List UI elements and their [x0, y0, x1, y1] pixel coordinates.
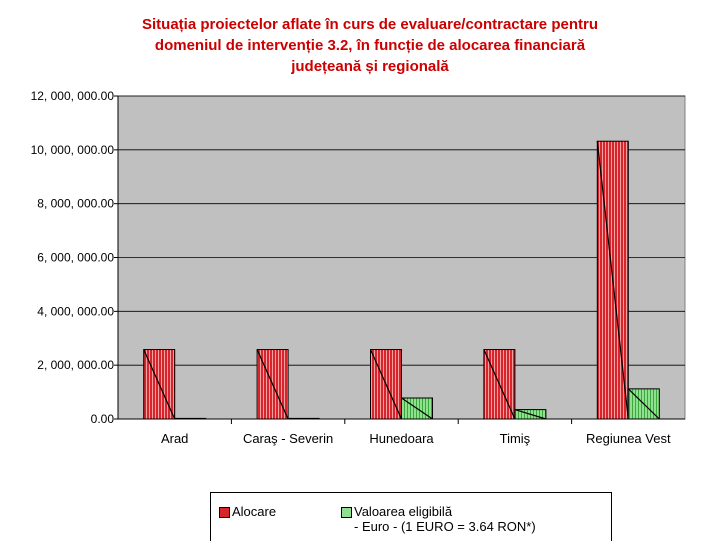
- y-tick-label: 8, 000, 000.00: [37, 197, 114, 211]
- legend-swatch-alocare: [219, 507, 230, 518]
- legend-label-valoarea-eligibila: Valoarea eligibilă - Euro - (1 EURO = 3.…: [354, 504, 536, 534]
- bar-diagonal: [514, 409, 547, 420]
- bar-chart: 0.00 2, 000, 000.00 4, 000, 000.00 6, 000, …: [31, 89, 686, 446]
- y-tick-label: 0.00: [91, 412, 115, 426]
- chart-title-line: județeană și regională: [291, 58, 449, 75]
- bar-diagonal: [483, 349, 516, 420]
- x-category-label: Timiş: [500, 431, 531, 446]
- chart-title: Situația proiectelor aflate în curs de e…: [60, 14, 680, 77]
- legend-swatch-valoarea-eligibila: [341, 507, 352, 518]
- y-tick-label: 4, 000, 000.00: [37, 304, 114, 318]
- y-tick-label: 10, 000, 000.00: [31, 143, 115, 157]
- bar-diagonal: [369, 349, 403, 420]
- chart-title-line: domeniul de intervenție 3.2, în funcție …: [154, 37, 586, 54]
- x-category-label: Arad: [161, 431, 188, 446]
- y-tick-label: 2, 000, 000.00: [37, 358, 114, 372]
- legend-label-alocare: Alocare: [232, 504, 277, 519]
- bar-diagonal: [256, 349, 289, 420]
- bar-diagonal: [401, 397, 433, 420]
- bar-diagonal: [596, 141, 629, 420]
- chart-title-line: Situația proiectelor aflate în curs de e…: [142, 16, 598, 33]
- bar-valoarea-eligibila: [174, 417, 207, 420]
- y-tick-label: 12, 000, 000.00: [31, 89, 115, 103]
- bar-diagonal: [143, 349, 176, 420]
- bar-valoarea-eligibila: [287, 417, 320, 420]
- x-category-label: Hunedoara: [369, 431, 434, 446]
- chart-legend: Alocare Valoarea eligibilă - Euro - (1 E…: [210, 492, 612, 541]
- x-category-label: Regiunea Vest: [586, 431, 671, 446]
- legend-label-line: Valoarea eligibilă: [354, 504, 453, 519]
- x-category-label: Caraş - Severin: [243, 431, 333, 446]
- legend-label-line: - Euro - (1 EURO = 3.64 RON*): [354, 519, 536, 534]
- bar-diagonal: [627, 388, 660, 420]
- y-tick-label: 6, 000, 000.00: [37, 251, 114, 265]
